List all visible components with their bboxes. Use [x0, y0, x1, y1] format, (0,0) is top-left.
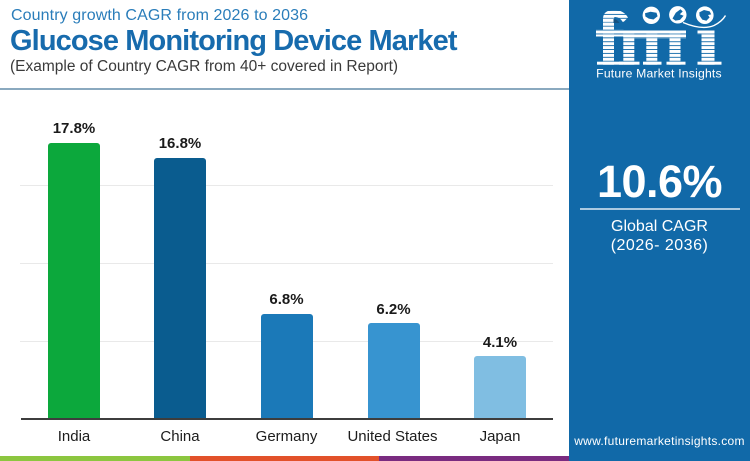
svg-text:Future Market Insights: Future Market Insights — [596, 67, 722, 81]
